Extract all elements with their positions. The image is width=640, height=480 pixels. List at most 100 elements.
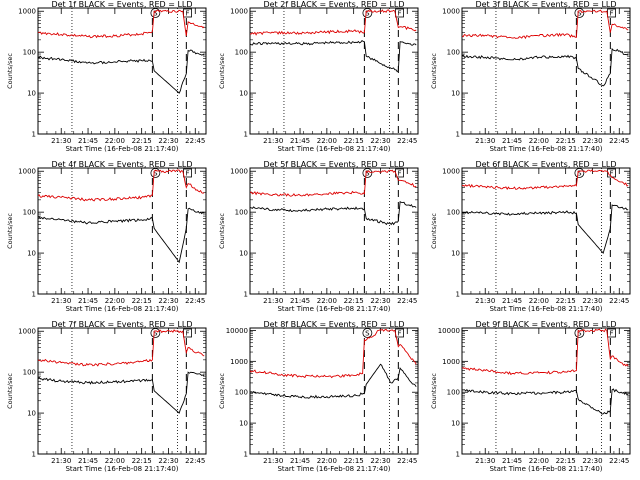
event-rate-line: [38, 49, 205, 94]
x-tick-label: 22:00: [105, 137, 125, 145]
s-marker-circle: [150, 8, 161, 18]
x-tick-label: 22:45: [185, 137, 205, 145]
x-tick-label: 22:15: [556, 137, 576, 145]
y-tick-label: 100: [447, 389, 460, 397]
y-tick-label: 1000: [230, 168, 248, 176]
x-tick-label: 22:30: [582, 457, 602, 465]
y-tick-label: 10: [27, 90, 36, 98]
s-marker-label: S: [365, 10, 370, 18]
x-tick-label: 21:45: [502, 297, 522, 305]
s-marker-label: S: [153, 170, 158, 178]
x-tick-label: 22:00: [105, 457, 125, 465]
f-marker-label: F: [610, 10, 614, 18]
s-marker-label: S: [153, 330, 158, 338]
x-tick-label: 21:45: [290, 137, 310, 145]
f-marker-label: F: [398, 170, 402, 178]
s-marker-label: S: [153, 10, 158, 18]
x-tick-label: 22:30: [158, 457, 178, 465]
y-tick-label: 100: [447, 209, 460, 217]
lld-rate-line: [462, 328, 629, 376]
y-tick-label: 1: [32, 131, 36, 139]
x-tick-label: 22:00: [529, 297, 549, 305]
y-tick-label: 1: [32, 451, 36, 459]
event-rate-line: [462, 47, 629, 87]
y-tick-label: 1000: [230, 8, 248, 16]
x-tick-label: 22:45: [609, 297, 629, 305]
s-marker-label: S: [577, 170, 582, 178]
y-tick-label: 1: [244, 291, 248, 299]
detector-panel: Det 2f BLACK = Events, RED = LLD 1 10 100 10…: [218, 0, 419, 153]
plot-frame: [461, 7, 631, 135]
x-tick-label: 21:45: [502, 457, 522, 465]
s-marker-circle: [362, 8, 373, 18]
x-tick-label: 22:00: [105, 297, 125, 305]
y-tick-label: 1000: [442, 168, 460, 176]
y-axis-label: Counts/sec: [218, 213, 226, 249]
lld-rate-line: [462, 9, 629, 40]
y-tick-label: 10: [451, 250, 460, 258]
x-tick-label: 21:45: [502, 137, 522, 145]
detector-panel: Det 3f BLACK = Events, RED = LLD 1 10 100 10…: [430, 0, 631, 153]
y-tick-label: 1: [456, 131, 460, 139]
x-tick-label: 22:45: [397, 297, 417, 305]
f-marker-label: F: [186, 10, 190, 18]
x-tick-label: 21:30: [475, 297, 495, 305]
y-tick-label: 100: [235, 209, 248, 217]
x-axis-label: Start Time (16-Feb-08 21:17:40): [489, 305, 602, 313]
y-tick-label: 10000: [226, 327, 248, 335]
panel-title: Det 7f BLACK = Events, RED = LLD: [51, 320, 192, 329]
f-marker-box: [183, 8, 192, 18]
x-tick-label: 22:30: [370, 297, 390, 305]
x-tick-label: 22:00: [317, 457, 337, 465]
y-axis-label: Counts/sec: [430, 213, 438, 249]
s-marker-circle: [574, 168, 585, 178]
x-tick-label: 22:45: [397, 457, 417, 465]
panel-title: Det 9f BLACK = Events, RED = LLD: [475, 320, 616, 329]
lld-rate-line: [462, 169, 629, 190]
s-marker-circle: [574, 328, 585, 338]
panel-title: Det 3f BLACK = Events, RED = LLD: [475, 0, 616, 9]
x-tick-label: 22:45: [609, 137, 629, 145]
y-tick-label: 100: [23, 209, 36, 217]
event-rate-line: [250, 39, 417, 73]
x-tick-label: 22:15: [344, 297, 364, 305]
panel-title: Det 5f BLACK = Events, RED = LLD: [263, 160, 404, 169]
x-tick-label: 22:30: [370, 457, 390, 465]
detector-panel: Det 9f BLACK = Events, RED = LLD 1 10 100 10…: [430, 320, 631, 473]
y-axis-label: Counts/sec: [6, 373, 14, 409]
s-marker-label: S: [365, 330, 370, 338]
f-marker-label: F: [610, 170, 614, 178]
lld-rate-line: [38, 9, 205, 39]
x-axis-label: Start Time (16-Feb-08 21:17:40): [277, 465, 390, 473]
x-tick-label: 22:00: [529, 457, 549, 465]
y-axis-label: Counts/sec: [430, 53, 438, 89]
lld-rate-line: [250, 9, 417, 36]
x-tick-label: 22:15: [132, 297, 152, 305]
x-tick-label: 21:45: [290, 297, 310, 305]
f-marker-label: F: [398, 10, 402, 18]
x-tick-label: 22:00: [529, 137, 549, 145]
f-marker-label: F: [610, 330, 614, 338]
lld-rate-line: [38, 329, 205, 367]
detector-panel: Det 4f BLACK = Events, RED = LLD 1 10 100 10…: [6, 160, 207, 313]
x-tick-label: 22:15: [132, 137, 152, 145]
y-tick-label: 1000: [18, 8, 36, 16]
panel-title: Det 6f BLACK = Events, RED = LLD: [475, 160, 616, 169]
y-tick-label: 10: [239, 250, 248, 258]
y-axis-label: Counts/sec: [218, 53, 226, 89]
y-axis-label: Counts/sec: [6, 213, 14, 249]
lld-rate-line: [38, 169, 205, 202]
detector-panel: Det 6f BLACK = Events, RED = LLD 1 10 100 10…: [430, 160, 631, 313]
y-tick-label: 1000: [230, 358, 248, 366]
plot-frame: [37, 167, 207, 295]
x-axis-label: Start Time (16-Feb-08 21:17:40): [489, 465, 602, 473]
event-rate-line: [462, 388, 629, 415]
s-marker-circle: [362, 168, 373, 178]
y-tick-label: 100: [447, 49, 460, 57]
x-tick-label: 21:45: [78, 457, 98, 465]
panel-title: Det 2f BLACK = Events, RED = LLD: [263, 0, 404, 9]
y-tick-label: 1: [244, 131, 248, 139]
x-tick-label: 21:30: [51, 137, 71, 145]
y-axis-label: Counts/sec: [218, 373, 226, 409]
